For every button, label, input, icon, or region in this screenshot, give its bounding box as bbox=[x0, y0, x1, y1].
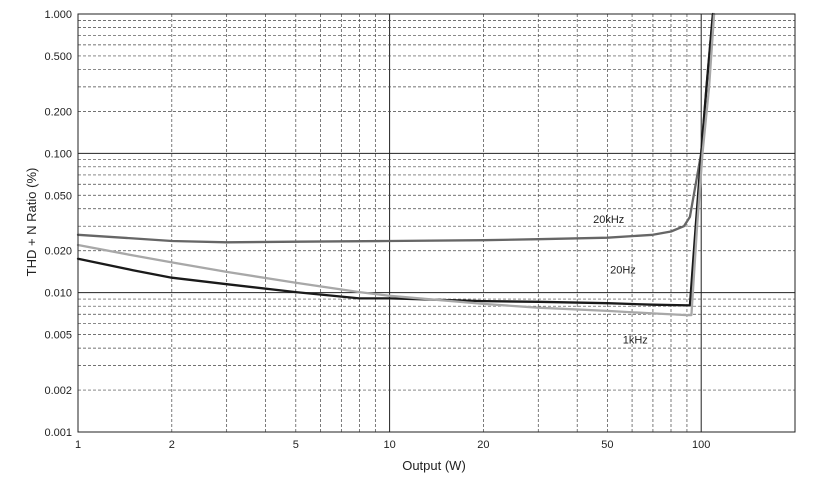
y-tick-label: 0.002 bbox=[44, 385, 72, 397]
series-line-20khz bbox=[76, 12, 715, 244]
x-tick-label: 2 bbox=[169, 439, 175, 451]
x-tick-label: 1 bbox=[75, 439, 81, 451]
y-tick-label: 0.001 bbox=[44, 427, 72, 439]
y-tick-label: 0.500 bbox=[44, 51, 72, 63]
y-tick-label: 1.000 bbox=[44, 9, 72, 21]
y-axis-label: THD + N Ratio (%) bbox=[24, 168, 39, 277]
plot-frame bbox=[77, 13, 796, 433]
series-label-20hz: 20Hz bbox=[610, 265, 636, 277]
x-tick-label: 10 bbox=[383, 439, 395, 451]
x-tick-label: 20 bbox=[477, 439, 489, 451]
series-label-1khz: 1kHz bbox=[623, 335, 648, 347]
y-tick-label: 0.010 bbox=[44, 288, 72, 300]
y-tick-label: 0.005 bbox=[44, 330, 72, 342]
y-tick-labels: 0.001 0.002 0.005 0.010 0.020 0.050 0.100 0.200… bbox=[44, 9, 72, 439]
series-curves bbox=[76, 12, 716, 317]
grid-lines bbox=[78, 14, 796, 432]
y-tick-label: 0.020 bbox=[44, 246, 72, 258]
x-tick-labels: 1 2 5 10 20 50 100 bbox=[75, 439, 710, 451]
y-tick-label: 0.100 bbox=[44, 148, 72, 160]
x-tick-label: 50 bbox=[601, 439, 613, 451]
y-tick-label: 0.050 bbox=[44, 190, 72, 202]
x-axis-label: Output (W) bbox=[402, 458, 466, 473]
x-tick-label: 5 bbox=[293, 439, 299, 451]
series-labels: 20kHz 20Hz 1kHz bbox=[593, 214, 648, 347]
series-line-1khz bbox=[76, 12, 716, 317]
y-tick-label: 0.200 bbox=[44, 106, 72, 118]
x-tick-label: 100 bbox=[692, 439, 710, 451]
series-line-20hz bbox=[76, 12, 715, 307]
series-label-20khz: 20kHz bbox=[593, 214, 624, 226]
